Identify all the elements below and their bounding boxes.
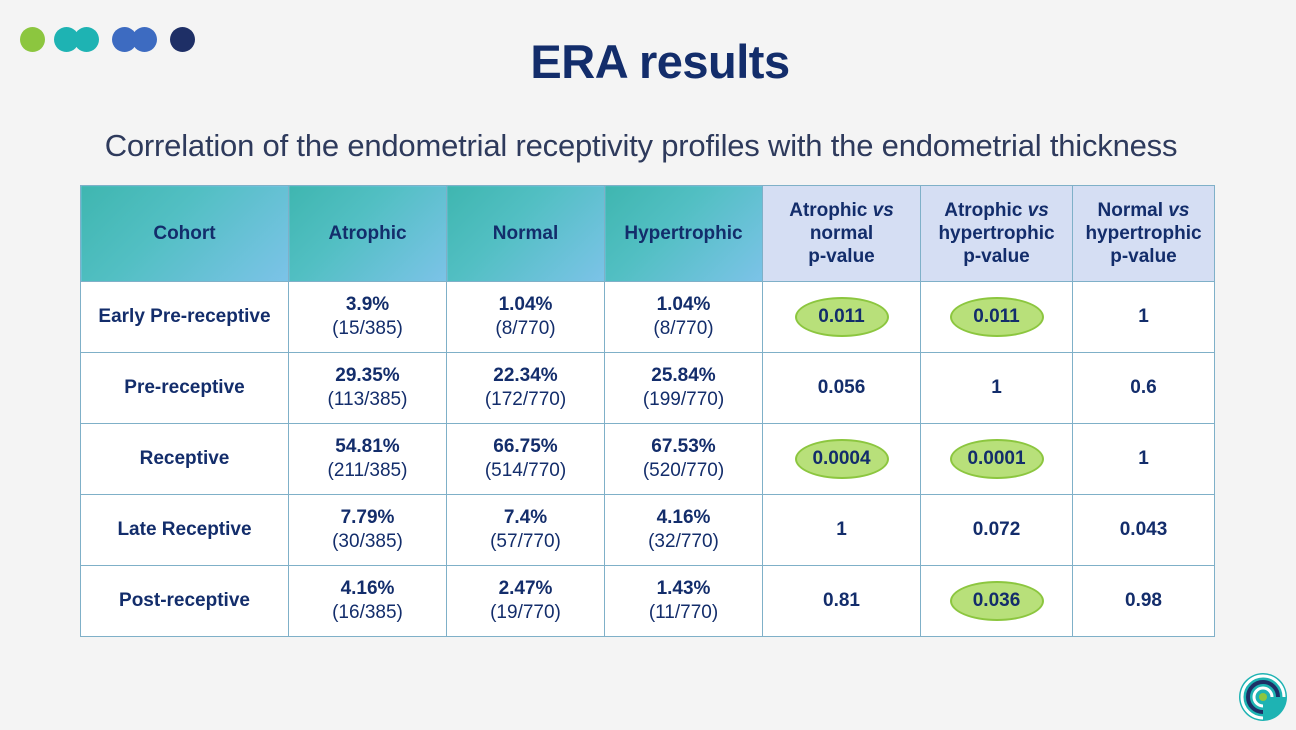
significant-highlight: 0.036 <box>949 581 1044 621</box>
dot-green <box>20 27 45 52</box>
significant-highlight: 0.011 <box>949 297 1044 337</box>
normal-cell: 22.34% (172/770) <box>446 352 605 424</box>
normal-cell: 7.4% (57/770) <box>446 494 605 566</box>
p-value-cell: 0.0001 <box>920 423 1073 495</box>
header-atrophic: Atrophic <box>288 185 447 282</box>
spiral-logo-icon <box>1239 673 1287 721</box>
cohort-cell: Post-receptive <box>80 565 289 637</box>
normal-cell: 66.75% (514/770) <box>446 423 605 495</box>
cohort-cell: Late Receptive <box>80 494 289 566</box>
atrophic-cell: 54.81% (211/385) <box>288 423 447 495</box>
slide-subtitle: Correlation of the endometrial receptivi… <box>104 128 1178 163</box>
atrophic-cell: 3.9% (15/385) <box>288 281 447 353</box>
cohort-cell: Receptive <box>80 423 289 495</box>
p-value-cell: 1 <box>920 352 1073 424</box>
hypertrophic-cell: 25.84% (199/770) <box>604 352 763 424</box>
header-hypertrophic: Hypertrophic <box>604 185 763 282</box>
table-row: Post-receptive 4.16% (16/385) 2.47% (19/77… <box>80 565 1215 637</box>
p-value-cell: 0.072 <box>920 494 1073 566</box>
header-atrophic-vs-hypertrophic: Atrophic vs hypertrophic p-value <box>920 185 1073 282</box>
atrophic-cell: 7.79% (30/385) <box>288 494 447 566</box>
slide-title: ERA results <box>530 35 790 88</box>
hypertrophic-cell: 4.16% (32/770) <box>604 494 763 566</box>
cohort-cell: Pre-receptive <box>80 352 289 424</box>
table-row: Late Receptive 7.79% (30/385) 7.4% (57/770… <box>80 494 1215 566</box>
normal-cell: 2.47% (19/770) <box>446 565 605 637</box>
dot-teal-2 <box>74 27 99 52</box>
decorative-dots <box>20 27 200 53</box>
p-value-cell: 0.011 <box>762 281 921 353</box>
table-row: Receptive 54.81% (211/385) 66.75% (514/770… <box>80 423 1215 495</box>
table-header-row: Cohort Atrophic Normal Hypertrophic Atro… <box>80 185 1215 282</box>
significant-highlight: 0.0001 <box>949 439 1044 479</box>
p-value-cell: 0.6 <box>1072 352 1215 424</box>
p-value-cell: 0.98 <box>1072 565 1215 637</box>
header-normal-vs-hypertrophic: Normal vs hypertrophic p-value <box>1072 185 1215 282</box>
header-cohort: Cohort <box>80 185 289 282</box>
atrophic-cell: 29.35% (113/385) <box>288 352 447 424</box>
dot-navy <box>170 27 195 52</box>
p-value-cell: 1 <box>762 494 921 566</box>
p-value-cell: 0.0004 <box>762 423 921 495</box>
atrophic-cell: 4.16% (16/385) <box>288 565 447 637</box>
p-value-cell: 0.043 <box>1072 494 1215 566</box>
hypertrophic-cell: 1.43% (11/770) <box>604 565 763 637</box>
table-row: Early Pre-receptive 3.9% (15/385) 1.04% (8… <box>80 281 1215 353</box>
p-value-cell: 0.056 <box>762 352 921 424</box>
hypertrophic-cell: 67.53% (520/770) <box>604 423 763 495</box>
p-value-cell: 1 <box>1072 281 1215 353</box>
header-atrophic-vs-normal: Atrophic vs normal p-value <box>762 185 921 282</box>
significant-highlight: 0.011 <box>794 297 889 337</box>
significant-highlight: 0.0004 <box>794 439 889 479</box>
cohort-cell: Early Pre-receptive <box>80 281 289 353</box>
p-value-cell: 1 <box>1072 423 1215 495</box>
p-value-cell: 0.011 <box>920 281 1073 353</box>
table-row: Pre-receptive 29.35% (113/385) 22.34% (172… <box>80 352 1215 424</box>
p-value-cell: 0.81 <box>762 565 921 637</box>
normal-cell: 1.04% (8/770) <box>446 281 605 353</box>
header-normal: Normal <box>446 185 605 282</box>
results-table: Cohort Atrophic Normal Hypertrophic Atro… <box>80 185 1215 637</box>
hypertrophic-cell: 1.04% (8/770) <box>604 281 763 353</box>
p-value-cell: 0.036 <box>920 565 1073 637</box>
dot-blue-2 <box>132 27 157 52</box>
